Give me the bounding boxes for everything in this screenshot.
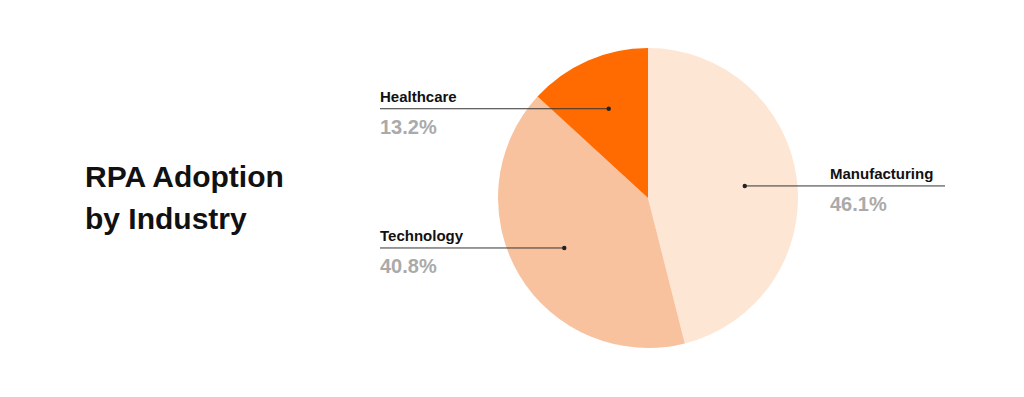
chart: RPA Adoption by Industry Manufacturing 46.1… — [0, 0, 1024, 397]
title-line: by Industry — [85, 202, 247, 235]
leader-line — [745, 185, 945, 186]
pie-slice — [537, 48, 648, 198]
data-label: 13.2% — [380, 116, 437, 138]
data-label: 46.1% — [830, 193, 887, 215]
slice-label: Technology — [380, 227, 464, 244]
leader-dot — [743, 184, 747, 188]
title-line: RPA Adoption — [85, 160, 284, 193]
leader-dot — [562, 246, 566, 250]
data-label: 40.8% — [380, 255, 437, 277]
slice-label: Manufacturing — [830, 165, 933, 182]
leader-line — [380, 247, 564, 248]
pie — [498, 48, 798, 348]
leader-line — [380, 108, 609, 109]
chart-title: RPA Adoption by Industry — [85, 160, 284, 235]
leader-dot — [607, 107, 611, 111]
labels: Manufacturing 46.1% Technology 40.8% Healthc… — [380, 88, 945, 277]
slice-label: Healthcare — [380, 88, 457, 105]
